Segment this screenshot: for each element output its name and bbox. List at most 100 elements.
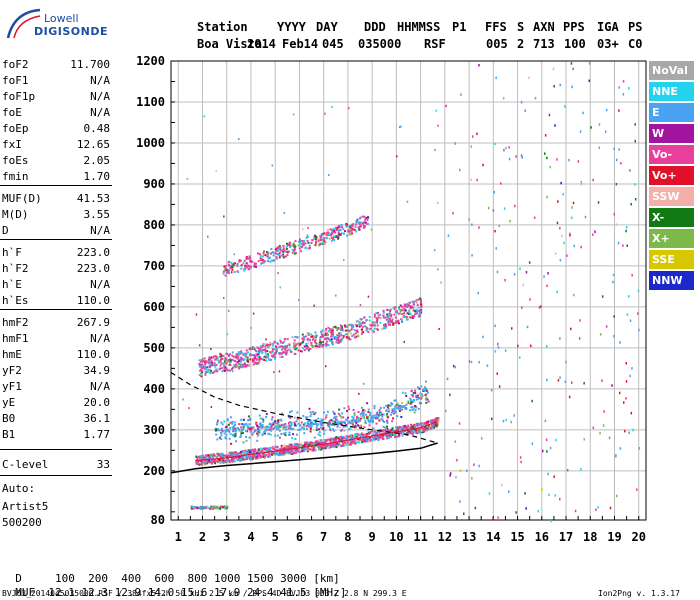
noise-point xyxy=(550,519,552,523)
echo-point xyxy=(204,370,207,373)
echo-point xyxy=(340,423,343,426)
echo-point xyxy=(266,252,269,255)
echo-point xyxy=(272,427,275,430)
echo-point xyxy=(327,438,330,441)
x-tick-label: 2 xyxy=(199,530,206,544)
noise-point xyxy=(634,123,636,126)
echo-point xyxy=(294,423,296,426)
echo-point xyxy=(209,461,212,464)
echo-point xyxy=(339,233,342,236)
echo-point xyxy=(255,452,258,454)
echo-point xyxy=(415,308,418,311)
echo-point xyxy=(318,439,321,442)
echo-point xyxy=(416,312,419,315)
echo-point xyxy=(264,454,266,457)
noise-point xyxy=(598,123,601,126)
echo-point xyxy=(383,433,386,436)
param-row-fxi: fxI 12.65 xyxy=(2,137,110,153)
echo-point xyxy=(362,226,365,229)
echo-point xyxy=(364,413,367,416)
echo-point xyxy=(426,427,429,430)
echo-point xyxy=(238,423,240,426)
echo-point xyxy=(378,409,381,412)
noise-point xyxy=(601,295,604,298)
echo-point xyxy=(196,457,199,460)
noise-point xyxy=(203,115,205,118)
echo-point xyxy=(265,448,268,450)
echo-point xyxy=(259,345,262,348)
echo-point xyxy=(347,443,350,446)
echo-point xyxy=(320,448,323,451)
echo-point xyxy=(224,430,227,433)
echo-point xyxy=(256,362,259,365)
echo-point xyxy=(407,400,410,403)
noise-point xyxy=(215,170,217,173)
echo-point xyxy=(314,240,317,243)
echo-point xyxy=(358,438,361,441)
echo-point xyxy=(261,255,264,258)
echo-point xyxy=(299,424,302,427)
echo-point xyxy=(199,456,202,459)
echo-point xyxy=(415,395,418,398)
echo-point xyxy=(309,338,312,341)
echo-point xyxy=(401,434,404,437)
echo-point xyxy=(425,421,428,424)
param-value: 223.0 xyxy=(76,262,110,275)
echo-point xyxy=(292,243,295,246)
echo-point xyxy=(201,358,204,361)
echo-point xyxy=(335,339,338,342)
echo-point xyxy=(257,448,260,451)
legend-vo: Vo+ xyxy=(649,166,694,185)
echo-point xyxy=(315,342,318,345)
noise-point xyxy=(625,362,627,365)
echo-point xyxy=(354,225,357,228)
echo-point xyxy=(411,316,414,319)
echo-point xyxy=(314,421,317,424)
echo-point xyxy=(369,432,372,434)
echo-point xyxy=(291,249,294,251)
noise-point xyxy=(626,244,628,247)
echo-point xyxy=(406,306,409,308)
echo-point xyxy=(228,269,231,272)
param-row-foe: foE N/A xyxy=(2,105,110,121)
echo-point xyxy=(386,422,389,424)
echo-point xyxy=(307,348,310,351)
echo-point xyxy=(392,322,395,325)
echo-point xyxy=(234,360,237,362)
echo-point xyxy=(349,329,352,331)
echo-point xyxy=(417,386,419,389)
echo-point xyxy=(226,418,229,421)
echo-point xyxy=(412,315,414,318)
echo-point xyxy=(205,454,208,457)
echo-point xyxy=(292,433,295,436)
echo-point xyxy=(360,328,363,331)
echo-point xyxy=(238,366,241,369)
noise-point xyxy=(292,113,295,116)
noise-point xyxy=(456,458,458,462)
echo-point xyxy=(246,265,249,268)
echo-point xyxy=(338,229,341,231)
legend-x: X+ xyxy=(649,229,694,248)
y-tick-label: 500 xyxy=(143,341,165,355)
echo-point xyxy=(271,416,274,419)
echo-point xyxy=(236,453,239,456)
echo-point xyxy=(238,358,241,361)
echo-point xyxy=(350,224,352,227)
param-value: 33 xyxy=(96,458,110,471)
echo-point xyxy=(220,454,223,456)
echo-point xyxy=(349,338,352,341)
echo-point xyxy=(206,366,209,369)
noise-point xyxy=(470,178,472,182)
echo-point xyxy=(255,421,258,424)
echo-point xyxy=(224,267,227,270)
echo-point xyxy=(348,421,350,424)
echo-point xyxy=(291,449,294,452)
echo-point xyxy=(296,411,299,414)
echo-point xyxy=(225,362,228,365)
noise-point xyxy=(609,506,612,510)
echo-point xyxy=(285,445,288,448)
echo-point xyxy=(284,447,287,450)
echo-point xyxy=(340,430,342,433)
echo-point xyxy=(401,313,404,315)
echo-point xyxy=(290,423,293,426)
